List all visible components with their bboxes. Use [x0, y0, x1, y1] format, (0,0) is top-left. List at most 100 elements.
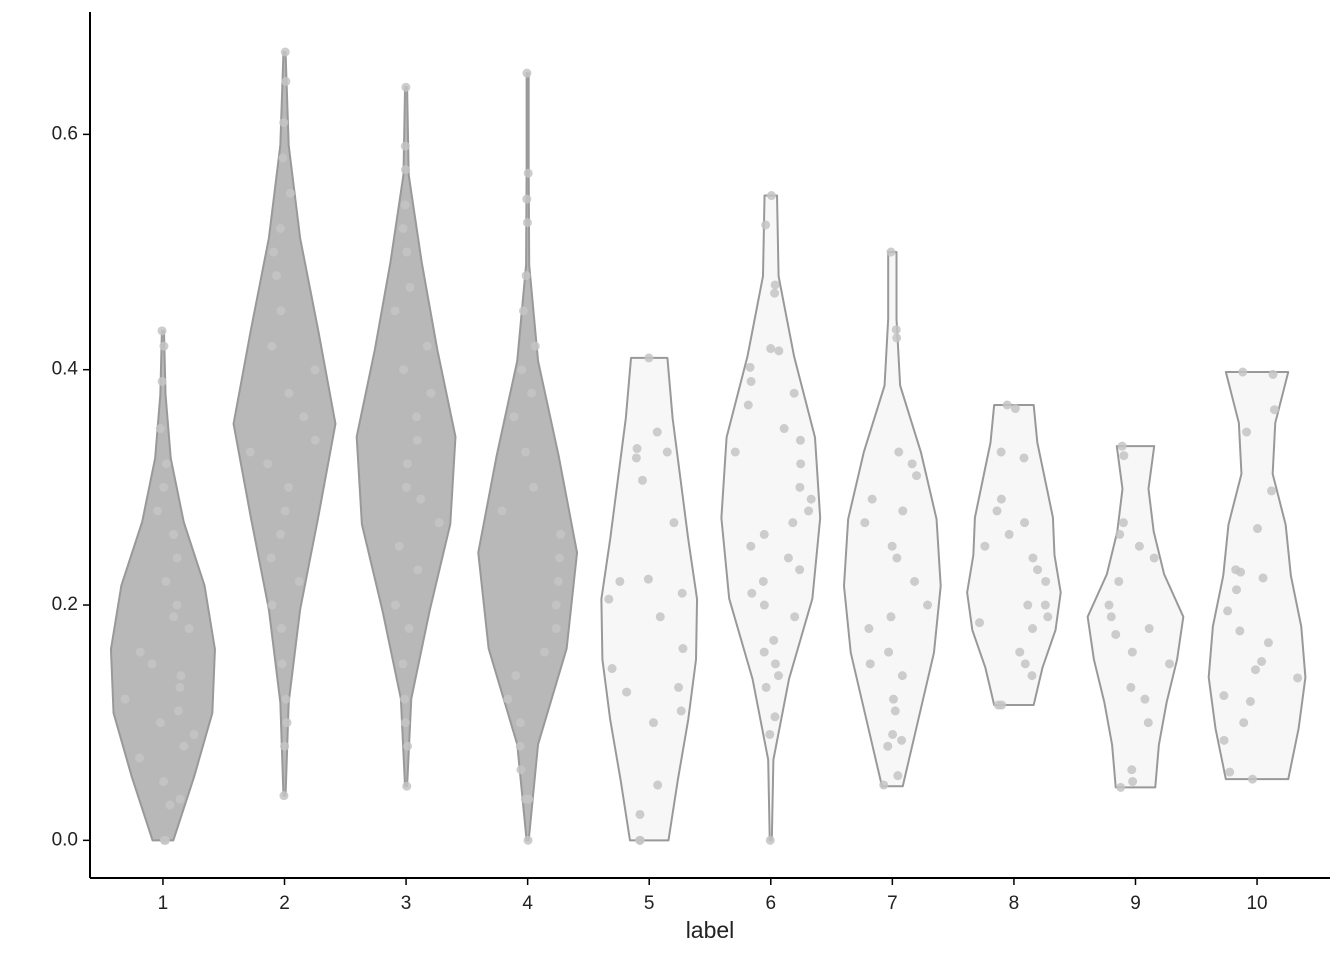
data-point — [637, 475, 647, 485]
data-point — [923, 600, 933, 610]
x-tick-label: 10 — [1246, 893, 1267, 914]
data-point — [172, 600, 182, 610]
data-point — [275, 224, 285, 233]
data-point — [284, 388, 294, 398]
data-point — [1165, 659, 1175, 669]
data-point — [556, 529, 566, 539]
data-point — [310, 365, 320, 375]
data-point — [910, 576, 920, 586]
y-tick-label: 0.0 — [52, 829, 78, 850]
data-point — [1118, 518, 1128, 528]
data-point — [1040, 600, 1050, 610]
data-point — [411, 412, 421, 422]
data-point — [992, 506, 1002, 516]
data-point — [653, 780, 663, 790]
data-point — [169, 529, 179, 539]
data-point — [788, 518, 798, 528]
data-point — [893, 771, 903, 781]
data-point — [399, 365, 409, 375]
data-point — [416, 494, 426, 504]
data-point — [266, 553, 276, 563]
data-point — [806, 494, 816, 504]
data-point — [884, 647, 894, 657]
data-point — [189, 729, 199, 739]
data-point — [553, 576, 563, 586]
x-tick-label: 5 — [644, 893, 655, 914]
data-point — [779, 424, 789, 434]
data-point — [746, 541, 756, 551]
data-point — [176, 671, 186, 681]
data-point — [426, 388, 436, 398]
data-point — [398, 224, 408, 233]
data-point — [1134, 541, 1144, 551]
data-point — [179, 741, 189, 751]
data-point — [402, 781, 412, 791]
data-point — [907, 459, 917, 469]
data-point — [503, 694, 513, 704]
data-point — [267, 341, 277, 351]
data-point — [879, 780, 889, 790]
data-point — [522, 68, 532, 78]
data-point — [1236, 567, 1246, 577]
data-point — [894, 447, 904, 457]
data-point — [294, 576, 304, 586]
data-point — [1023, 600, 1033, 610]
data-point — [892, 553, 902, 563]
data-point — [403, 741, 413, 751]
data-point — [789, 388, 799, 398]
data-point — [674, 682, 684, 692]
data-point — [523, 835, 533, 845]
violin — [720, 194, 822, 842]
violin — [232, 51, 337, 797]
x-tick-label: 3 — [401, 893, 412, 914]
data-point — [635, 809, 645, 819]
data-point — [1219, 691, 1229, 701]
data-point — [980, 541, 990, 551]
data-point — [1117, 441, 1127, 451]
data-point — [860, 518, 870, 528]
data-point — [758, 576, 768, 586]
data-point — [1128, 777, 1138, 787]
data-point — [622, 687, 632, 697]
violin — [477, 72, 579, 842]
data-point — [165, 800, 175, 810]
data-point — [773, 671, 783, 681]
data-point — [898, 506, 908, 516]
data-point — [159, 341, 169, 351]
y-tick-label: 0.4 — [52, 359, 79, 380]
data-point — [175, 682, 185, 692]
data-point — [795, 482, 805, 492]
data-point — [888, 729, 898, 739]
data-point — [155, 718, 165, 728]
data-point — [279, 118, 289, 128]
data-point — [887, 541, 897, 551]
data-point — [518, 306, 528, 316]
data-point — [864, 624, 874, 634]
data-point — [279, 791, 289, 801]
data-point — [765, 729, 775, 739]
data-point — [635, 835, 645, 845]
data-point — [157, 326, 167, 336]
data-point — [120, 694, 130, 704]
data-point — [1019, 453, 1029, 463]
data-point — [310, 435, 320, 445]
data-point — [1041, 576, 1051, 586]
data-point — [1104, 600, 1114, 610]
data-point — [400, 165, 410, 175]
violin — [109, 329, 216, 842]
data-point — [1111, 629, 1121, 639]
data-point — [161, 576, 171, 586]
data-point — [795, 565, 805, 575]
data-point — [551, 624, 561, 634]
data-point — [678, 644, 688, 654]
data-point — [655, 612, 665, 622]
data-point — [517, 365, 527, 375]
data-point — [897, 735, 907, 745]
x-tick-label: 1 — [158, 893, 169, 914]
data-point — [511, 671, 521, 681]
data-point — [1127, 647, 1137, 657]
data-point — [770, 288, 780, 298]
data-point — [1293, 673, 1303, 683]
data-point — [676, 706, 686, 716]
x-tick-label: 7 — [887, 893, 898, 914]
